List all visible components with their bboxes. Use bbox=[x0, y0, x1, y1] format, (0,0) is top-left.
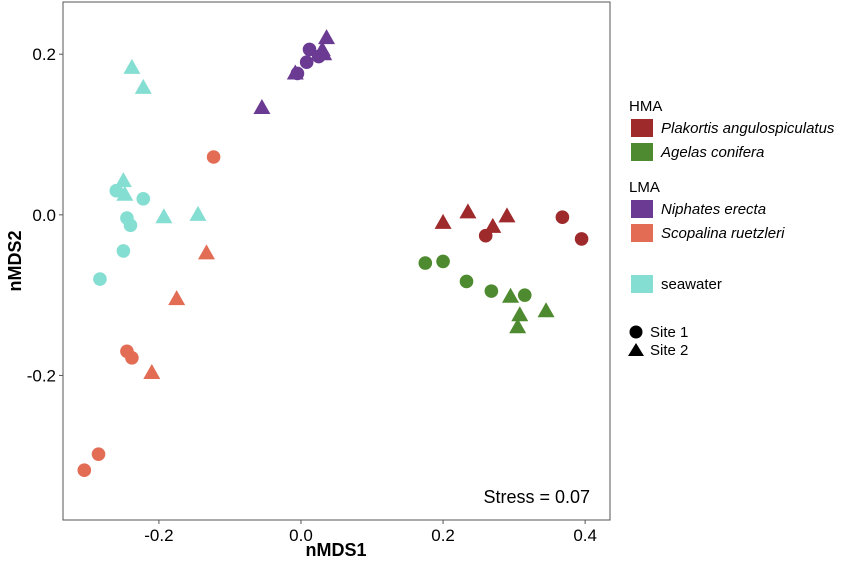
legend-swatch-niphates bbox=[631, 200, 653, 218]
point-seawater-site1 bbox=[136, 191, 151, 206]
point-plakortis-angulospiculatus-site1 bbox=[555, 210, 570, 225]
x-tick-label: 0.0 bbox=[289, 526, 313, 545]
point-plakortis-angulospiculatus-site2 bbox=[498, 207, 516, 223]
x-axis-title: nMDS1 bbox=[305, 540, 366, 560]
legend-label-niphates: Niphates erecta bbox=[661, 201, 766, 218]
data-points bbox=[77, 29, 589, 478]
point-agelas-conifera-site1 bbox=[517, 288, 532, 302]
point-agelas-conifera-site2 bbox=[509, 318, 527, 334]
point-agelas-conifera-site2 bbox=[537, 302, 555, 318]
point-seawater-site2 bbox=[123, 58, 141, 74]
legend-group-title-lma: LMA bbox=[629, 179, 660, 196]
point-plakortis-angulospiculatus-site2 bbox=[459, 203, 477, 219]
point-agelas-conifera-site1 bbox=[459, 274, 474, 289]
point-niphates-erecta-site2 bbox=[318, 29, 336, 45]
point-seawater-site1 bbox=[123, 218, 138, 233]
legend-label-seawater: seawater bbox=[661, 276, 722, 293]
point-seawater-site1 bbox=[109, 183, 124, 198]
point-scopalina-ruetzleri-site2 bbox=[168, 290, 186, 306]
point-seawater-site2 bbox=[134, 78, 152, 94]
x-tick-label: 0.4 bbox=[573, 526, 597, 545]
legend-site2-triangle-icon bbox=[628, 343, 644, 356]
y-axis-ticks: -0.2 0.0 0.2 bbox=[27, 45, 63, 385]
point-plakortis-angulospiculatus-site1 bbox=[574, 232, 589, 246]
point-agelas-conifera-site1 bbox=[484, 284, 499, 298]
point-scopalina-ruetzleri-site2 bbox=[143, 364, 161, 380]
point-agelas-conifera-site2 bbox=[511, 306, 529, 322]
legend-swatch-agelas bbox=[631, 143, 653, 161]
point-niphates-erecta-site2 bbox=[313, 41, 331, 57]
legend-label-site1: Site 1 bbox=[650, 324, 688, 341]
point-niphates-erecta-site2 bbox=[286, 64, 304, 80]
legend-swatch-plakortis bbox=[631, 119, 653, 137]
point-scopalina-ruetzleri-site2 bbox=[197, 244, 215, 260]
x-tick-label: 0.2 bbox=[431, 526, 455, 545]
point-plakortis-angulospiculatus-site2 bbox=[434, 213, 452, 229]
legend-label-agelas: Agelas conifera bbox=[660, 144, 764, 161]
x-axis-ticks: -0.2 0.0 0.2 0.4 bbox=[144, 520, 597, 545]
plot-panel bbox=[62, 1, 611, 521]
point-seawater-site2 bbox=[155, 208, 173, 224]
legend: HMA Plakortis angulospiculatus Agelas co… bbox=[628, 98, 835, 359]
stress-annotation: Stress = 0.07 bbox=[483, 487, 590, 507]
legend-group-title-hma: HMA bbox=[629, 98, 662, 115]
legend-label-plakortis: Plakortis angulospiculatus bbox=[661, 120, 835, 137]
point-agelas-conifera-site2 bbox=[502, 287, 520, 303]
point-niphates-erecta-site1 bbox=[302, 42, 317, 57]
legend-label-scopalina: Scopalina ruetzleri bbox=[661, 225, 785, 242]
y-tick-label: 0.2 bbox=[32, 45, 56, 64]
legend-label-site2: Site 2 bbox=[650, 342, 688, 359]
x-tick-label: -0.2 bbox=[144, 526, 173, 545]
point-seawater-site1 bbox=[116, 244, 131, 258]
point-seawater-site2 bbox=[189, 205, 207, 221]
point-seawater-site1 bbox=[93, 272, 107, 286]
point-scopalina-ruetzleri-site1 bbox=[206, 150, 221, 164]
legend-site1-circle-icon bbox=[629, 325, 643, 339]
point-seawater-site2 bbox=[114, 172, 132, 188]
point-agelas-conifera-site1 bbox=[418, 256, 433, 270]
y-tick-label: -0.2 bbox=[27, 366, 56, 385]
legend-swatch-seawater bbox=[631, 275, 653, 293]
point-seawater-site2 bbox=[116, 185, 134, 201]
point-scopalina-ruetzleri-site1 bbox=[91, 447, 106, 461]
point-agelas-conifera-site1 bbox=[436, 254, 450, 269]
point-niphates-erecta-site2 bbox=[253, 99, 271, 115]
legend-swatch-scopalina bbox=[631, 224, 653, 242]
point-scopalina-ruetzleri-site1 bbox=[77, 463, 92, 478]
point-plakortis-angulospiculatus-site2 bbox=[484, 217, 502, 233]
point-scopalina-ruetzleri-site1 bbox=[125, 350, 139, 365]
point-niphates-erecta-site1 bbox=[299, 55, 314, 70]
y-axis-title: nMDS2 bbox=[5, 230, 25, 291]
y-tick-label: 0.0 bbox=[32, 206, 56, 225]
